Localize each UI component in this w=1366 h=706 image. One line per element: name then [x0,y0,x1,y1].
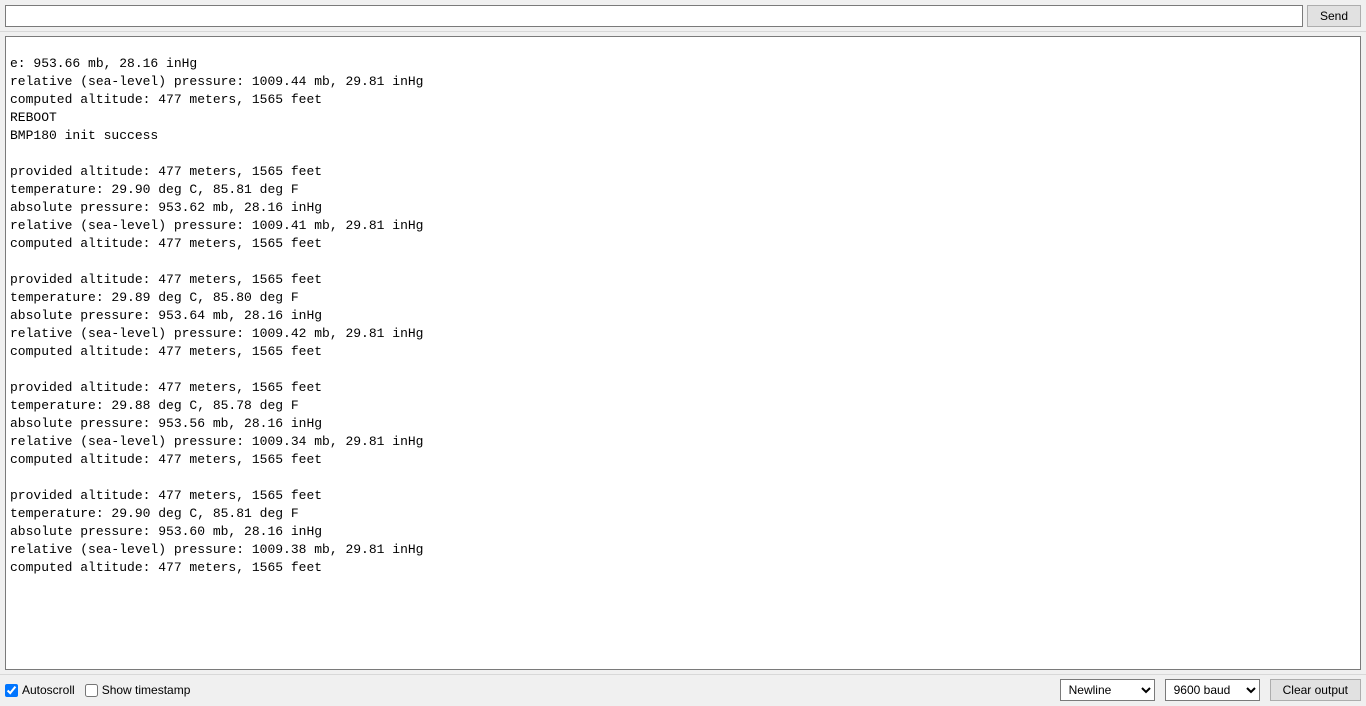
output-container: e: 953.66 mb, 28.16 inHg relative (sea-l… [0,32,1366,674]
autoscroll-checkbox-input[interactable] [5,684,18,697]
send-button[interactable]: Send [1307,5,1361,27]
show-timestamp-label: Show timestamp [102,683,191,697]
status-bar: Autoscroll Show timestamp Newline 9600 b… [0,674,1366,706]
command-input[interactable] [5,5,1303,27]
line-ending-select[interactable]: Newline [1060,679,1155,701]
autoscroll-label: Autoscroll [22,683,75,697]
baud-rate-select[interactable]: 9600 baud [1165,679,1260,701]
show-timestamp-checkbox-input[interactable] [85,684,98,697]
serial-output: e: 953.66 mb, 28.16 inHg relative (sea-l… [5,36,1361,670]
autoscroll-checkbox[interactable]: Autoscroll [5,683,75,697]
serial-monitor-window: Send e: 953.66 mb, 28.16 inHg relative (… [0,0,1366,706]
show-timestamp-checkbox[interactable]: Show timestamp [85,683,191,697]
command-bar: Send [0,0,1366,32]
clear-output-button[interactable]: Clear output [1270,679,1361,701]
